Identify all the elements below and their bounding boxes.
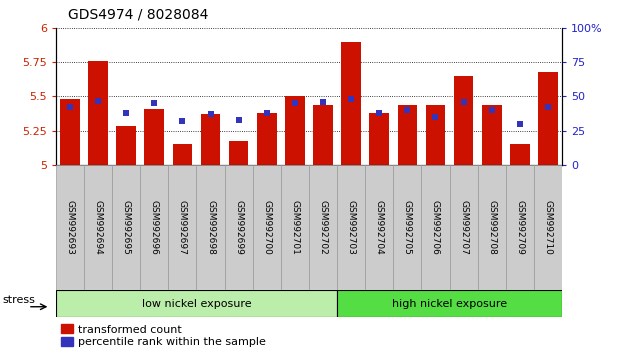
Text: GDS4974 / 8028084: GDS4974 / 8028084 (68, 7, 209, 21)
Bar (313, 105, 333, 165)
Point (65, 104, 75, 110)
Bar (84, 165, 112, 290)
Text: GSM992706: GSM992706 (431, 200, 440, 255)
Bar (478, 165, 505, 290)
Bar (173, 144, 193, 165)
Legend: transformed count, percentile rank within the sample: transformed count, percentile rank withi… (61, 324, 266, 347)
Text: GSM992702: GSM992702 (319, 200, 327, 255)
Bar (454, 76, 473, 165)
Point (290, 101, 300, 106)
Text: high nickel exposure: high nickel exposure (392, 298, 507, 309)
Bar (422, 165, 450, 290)
Text: GSM992694: GSM992694 (94, 200, 102, 255)
Point (515, 121, 525, 127)
Point (233, 117, 243, 122)
Bar (253, 165, 281, 290)
Bar (145, 109, 164, 165)
Bar (140, 165, 168, 290)
Bar (116, 126, 136, 165)
Point (543, 104, 553, 110)
Bar (337, 290, 562, 317)
Bar (88, 61, 108, 165)
Point (262, 110, 272, 116)
Bar (229, 142, 248, 165)
Point (459, 99, 469, 105)
Bar (281, 165, 309, 290)
Bar (482, 105, 502, 165)
Text: GSM992695: GSM992695 (122, 200, 130, 255)
Bar (450, 165, 478, 290)
Text: GSM992708: GSM992708 (487, 200, 496, 255)
Text: GSM992698: GSM992698 (206, 200, 215, 255)
Bar (510, 144, 530, 165)
Point (487, 107, 497, 113)
Point (318, 99, 328, 105)
Text: GSM992697: GSM992697 (178, 200, 187, 255)
Point (346, 96, 356, 102)
Bar (309, 165, 337, 290)
Point (402, 107, 412, 113)
Text: GSM992693: GSM992693 (65, 200, 75, 255)
Bar (365, 165, 393, 290)
Text: GSM992703: GSM992703 (347, 200, 356, 255)
Bar (168, 165, 196, 290)
Text: GSM992700: GSM992700 (262, 200, 271, 255)
Bar (201, 114, 220, 165)
Text: low nickel exposure: low nickel exposure (142, 298, 252, 309)
Text: GSM992696: GSM992696 (150, 200, 159, 255)
Point (93, 98, 103, 103)
Point (149, 101, 159, 106)
Point (374, 110, 384, 116)
Text: stress: stress (3, 295, 35, 304)
Bar (393, 165, 422, 290)
Text: GSM992704: GSM992704 (374, 200, 384, 255)
Point (430, 114, 440, 120)
Text: GSM992699: GSM992699 (234, 200, 243, 255)
Text: GSM992701: GSM992701 (291, 200, 299, 255)
Bar (56, 165, 84, 290)
Bar (425, 105, 445, 165)
Bar (337, 165, 365, 290)
Bar (505, 165, 534, 290)
Bar (196, 165, 225, 290)
Bar (56, 290, 337, 317)
Text: GSM992705: GSM992705 (403, 200, 412, 255)
Bar (112, 165, 140, 290)
Text: GSM992707: GSM992707 (459, 200, 468, 255)
Bar (534, 165, 562, 290)
Bar (342, 42, 361, 165)
Bar (225, 165, 253, 290)
Bar (538, 72, 558, 165)
Point (178, 118, 188, 124)
Point (121, 110, 131, 116)
Bar (285, 97, 305, 165)
Text: GSM992709: GSM992709 (515, 200, 524, 255)
Bar (369, 113, 389, 165)
Bar (60, 99, 79, 165)
Text: GSM992710: GSM992710 (543, 200, 553, 255)
Bar (257, 113, 276, 165)
Bar (397, 105, 417, 165)
Point (206, 112, 215, 117)
